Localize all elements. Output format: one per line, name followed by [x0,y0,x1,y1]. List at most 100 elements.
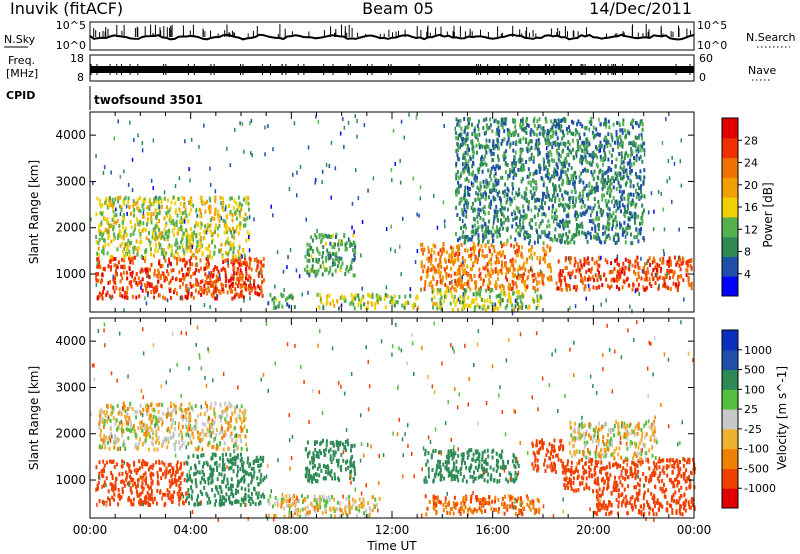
power-cell [209,276,212,281]
power-cell [531,193,534,198]
power-cell [178,207,181,212]
power-cell [98,224,101,229]
power-cell [538,150,541,155]
power-cell [632,283,635,288]
power-cell [459,132,462,137]
power-cell [439,291,442,296]
power-cell [483,230,486,235]
power-cell [209,207,212,211]
power-cell [179,285,182,289]
power-cell [666,179,668,184]
power-cell [267,124,269,129]
velocity-cell [128,465,131,470]
power-cell [516,302,519,306]
power-cell [152,227,155,232]
power-cell [519,154,522,159]
power-cell [477,291,479,296]
power-cell [176,291,178,296]
power-cell [192,233,195,238]
power-cell [422,251,424,256]
power-cell [163,274,166,279]
power-cell [166,298,169,303]
power-cell [239,221,242,226]
power-cell [157,205,160,210]
power-cell [274,305,277,310]
power-cell [612,237,615,242]
power-cell [572,181,575,186]
power-cell [494,269,497,274]
power-cell [212,232,215,237]
power-cell [177,197,180,201]
power-cell [501,244,503,249]
power-cell [395,300,398,304]
power-cell [139,195,141,200]
power-cell [610,181,613,186]
power-cell [550,269,552,273]
power-cell [443,267,446,272]
power-cell [214,207,217,212]
power-cell [343,125,346,130]
power-cell [583,141,586,146]
power-cell [638,275,640,280]
power-cell [419,276,422,281]
power-cell [530,252,533,257]
power-cell [462,270,465,275]
power-cell [133,255,136,260]
power-cell [115,285,118,290]
power-cell [163,255,165,260]
power-cell [230,245,233,250]
power-cell [233,295,236,300]
power-cell [555,281,558,286]
power-cell [527,123,530,128]
power-cell [576,211,578,216]
power-cell [363,302,366,307]
power-cell [326,248,329,253]
velocity-cell [120,495,123,500]
power-cell [325,255,328,260]
power-cell [451,279,453,284]
power-cell [98,229,100,233]
power-cell [547,219,550,224]
power-cell [289,247,292,252]
power-cell [668,276,671,280]
power-cell [458,265,461,269]
power-cell [451,251,454,256]
power-cell [541,278,544,283]
power-cell [639,148,642,153]
power-cell [447,288,450,293]
power-cell [567,140,570,145]
power-cell [550,277,553,282]
power-cell [608,125,611,130]
velocity-cell [176,491,179,496]
power-cell [503,137,506,142]
power-cell [509,300,512,305]
power-cell [452,251,455,255]
power-cell [517,289,520,294]
power-colorbar-swatch [722,118,738,139]
power-cell [203,123,205,128]
power-cell [438,262,441,267]
power-cell [593,197,596,201]
power-cell [296,170,298,175]
power-cell [413,302,415,307]
power-cell [494,267,497,271]
velocity-cell [162,472,164,477]
power-cell [239,285,242,290]
power-colorbar-tick-label: 24 [744,157,758,170]
power-cell [490,151,493,156]
power-cell [417,305,420,310]
power-cell [436,302,439,307]
power-cell [619,225,622,230]
power-cell [427,246,430,251]
power-cell [549,246,552,251]
velocity-cell [173,490,176,495]
power-cell [487,183,490,188]
power-cell [583,132,586,137]
power-cell [590,219,593,224]
power-cell [224,270,227,275]
power-cell [514,216,517,221]
power-cell [185,284,188,289]
velocity-cell [180,461,182,466]
power-cell [491,225,494,230]
power-cell [483,154,486,159]
